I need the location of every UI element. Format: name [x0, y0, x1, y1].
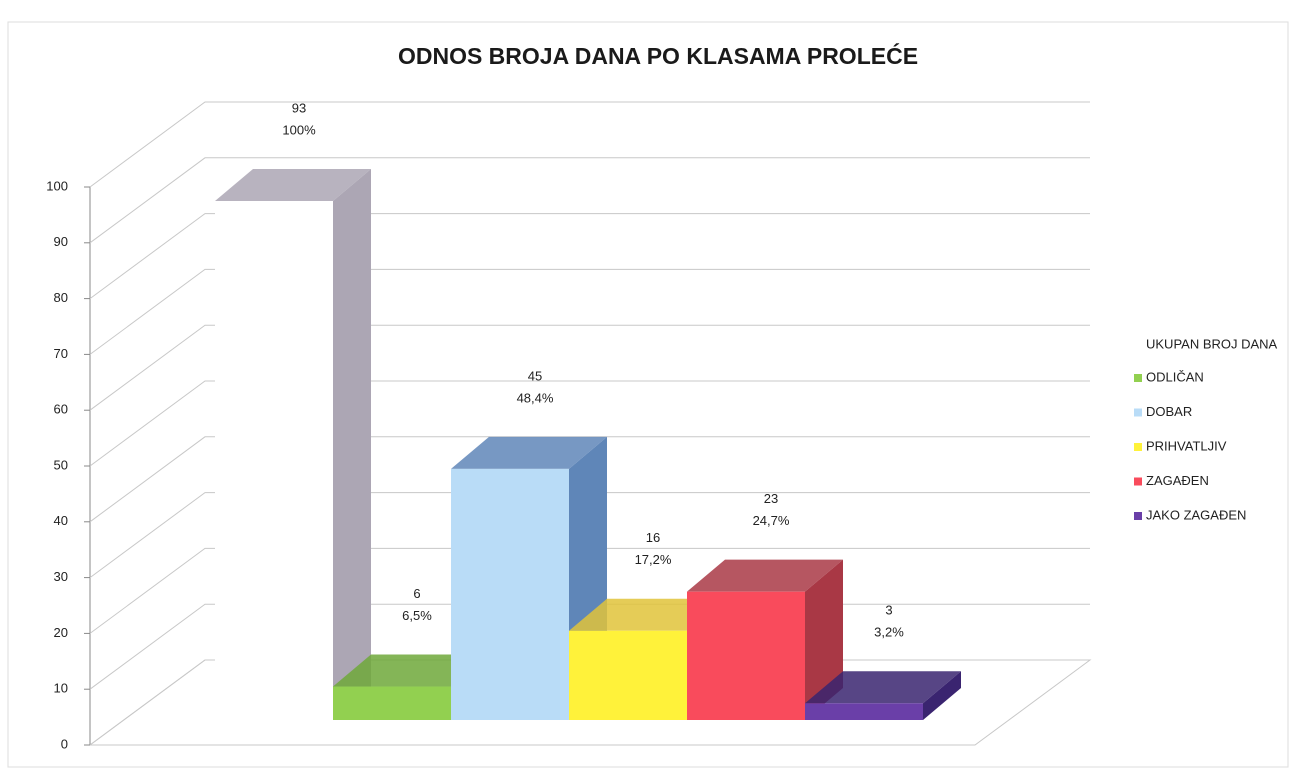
share-label: 24,7% — [753, 513, 790, 528]
grid-line — [89, 436, 1090, 523]
y-tick-label: 100 — [46, 178, 68, 193]
legend-label: DOBAR — [1146, 404, 1192, 419]
share-label: 100% — [282, 122, 316, 137]
bar-top — [569, 598, 725, 631]
grid-line — [89, 324, 1090, 411]
bar-front — [451, 468, 569, 720]
y-tick-label: 40 — [54, 513, 68, 528]
bar-top — [215, 169, 371, 202]
share-label: 3,2% — [874, 625, 904, 640]
legend-label: PRIHVATLJIV — [1146, 438, 1227, 453]
y-tick-label: 70 — [54, 346, 68, 361]
value-label: 6 — [413, 586, 420, 601]
bar — [215, 169, 371, 720]
grid-line — [89, 268, 1090, 355]
share-label: 17,2% — [635, 552, 672, 567]
bar-side — [333, 169, 371, 720]
bar-front — [333, 686, 451, 720]
legend-label: JAKO ZAGAĐEN — [1146, 507, 1246, 522]
legend-label: ZAGAĐEN — [1146, 473, 1209, 488]
value-label: 23 — [764, 491, 778, 506]
share-label: 48,4% — [517, 390, 554, 405]
share-label: 6,5% — [402, 608, 432, 623]
grid-line — [89, 101, 1090, 188]
bar-top — [333, 654, 489, 687]
y-tick-label: 0 — [61, 736, 68, 751]
bar-front — [805, 703, 923, 720]
legend-marker — [1134, 443, 1142, 451]
y-tick-label: 20 — [54, 625, 68, 640]
grid-line — [89, 547, 1090, 634]
value-label: 16 — [646, 530, 660, 545]
bar-side — [923, 671, 961, 720]
legend-marker — [1134, 374, 1142, 382]
bar-top — [805, 671, 961, 704]
grid-line — [89, 380, 1090, 467]
bar-front — [215, 201, 333, 720]
legend-label: ODLIČAN — [1146, 369, 1204, 384]
chart-frame — [7, 21, 1289, 768]
bar-front — [687, 591, 805, 720]
y-tick-label: 30 — [54, 569, 68, 584]
bar — [805, 671, 961, 720]
legend-marker — [1134, 477, 1142, 486]
legend-marker — [1134, 408, 1142, 417]
bar-top — [451, 436, 607, 469]
legend-marker — [1134, 512, 1142, 520]
grid-line — [89, 213, 1090, 300]
y-tick-label: 60 — [54, 402, 68, 417]
grid-line — [89, 492, 1090, 579]
y-tick-label: 80 — [54, 290, 68, 305]
value-label: 3 — [885, 603, 892, 618]
y-tick-label: 50 — [54, 457, 68, 472]
value-label: 93 — [292, 100, 306, 115]
chart-title: ODNOS BROJA DANA PO KLASAMA PROLEĆE — [398, 42, 918, 69]
legend-label: UKUPAN BROJ DANA — [1146, 336, 1278, 351]
legend-marker — [1134, 341, 1142, 349]
value-label: 45 — [528, 368, 542, 383]
y-tick-label: 90 — [54, 234, 68, 249]
grid-line — [89, 157, 1090, 244]
y-tick-label: 10 — [54, 681, 68, 696]
bar-front — [569, 630, 687, 720]
bar-top — [687, 559, 843, 592]
